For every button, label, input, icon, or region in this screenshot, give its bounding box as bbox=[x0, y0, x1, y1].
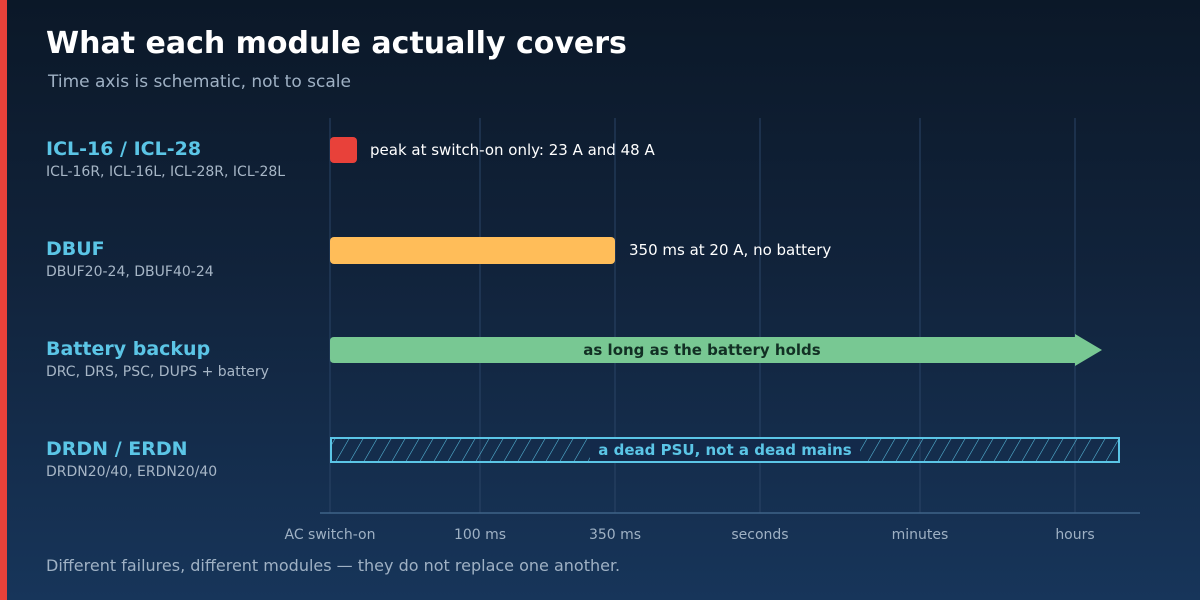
row-subtitle-icl: ICL-16R, ICL-16L, ICL-28R, ICL-28L bbox=[46, 164, 286, 180]
bar-battery-arrow bbox=[330, 334, 1102, 366]
bar-dbuf bbox=[330, 237, 615, 264]
row-subtitle-drdn: DRDN20/40, ERDN20/40 bbox=[46, 464, 218, 480]
bar-drdn-border bbox=[330, 437, 1120, 463]
axis-tick-label: hours bbox=[1055, 527, 1094, 543]
bar-label-drdn-bg bbox=[590, 439, 860, 461]
accent-bar bbox=[0, 0, 7, 600]
bar-label-icl: peak at switch-on only: 23 A and 48 A bbox=[370, 141, 655, 159]
row-subtitle-battery: DRC, DRS, PSC, DUPS + battery bbox=[46, 364, 269, 380]
bar-label-dbuf: 350 ms at 20 A, no battery bbox=[629, 241, 831, 259]
row-title-dbuf: DBUF bbox=[46, 238, 105, 260]
row-title-icl: ICL-16 / ICL-28 bbox=[46, 138, 202, 160]
row-title-drdn: DRDN / ERDN bbox=[46, 438, 188, 460]
axis-tick-label: 100 ms bbox=[454, 527, 506, 543]
page-title: What each module actually covers bbox=[46, 26, 627, 61]
page-subtitle: Time axis is schematic, not to scale bbox=[48, 72, 351, 92]
row-subtitle-dbuf: DBUF20-24, DBUF40-24 bbox=[46, 264, 214, 280]
bar-icl-spike bbox=[330, 137, 357, 163]
tick-labels: AC switch-on 100 ms 350 ms seconds minutes ho… bbox=[285, 527, 1095, 543]
axis-tick-label: minutes bbox=[892, 527, 949, 543]
bar-label-drdn: a dead PSU, not a dead mains bbox=[598, 441, 852, 459]
row-title-battery: Battery backup bbox=[46, 338, 211, 360]
bar-label-battery: as long as the battery holds bbox=[583, 341, 821, 359]
footer-note: Different failures, different modules — … bbox=[46, 556, 621, 575]
axis-tick-label: seconds bbox=[731, 527, 788, 543]
axis-tick-label: AC switch-on bbox=[285, 527, 376, 543]
axis-tick-label: 350 ms bbox=[589, 527, 641, 543]
